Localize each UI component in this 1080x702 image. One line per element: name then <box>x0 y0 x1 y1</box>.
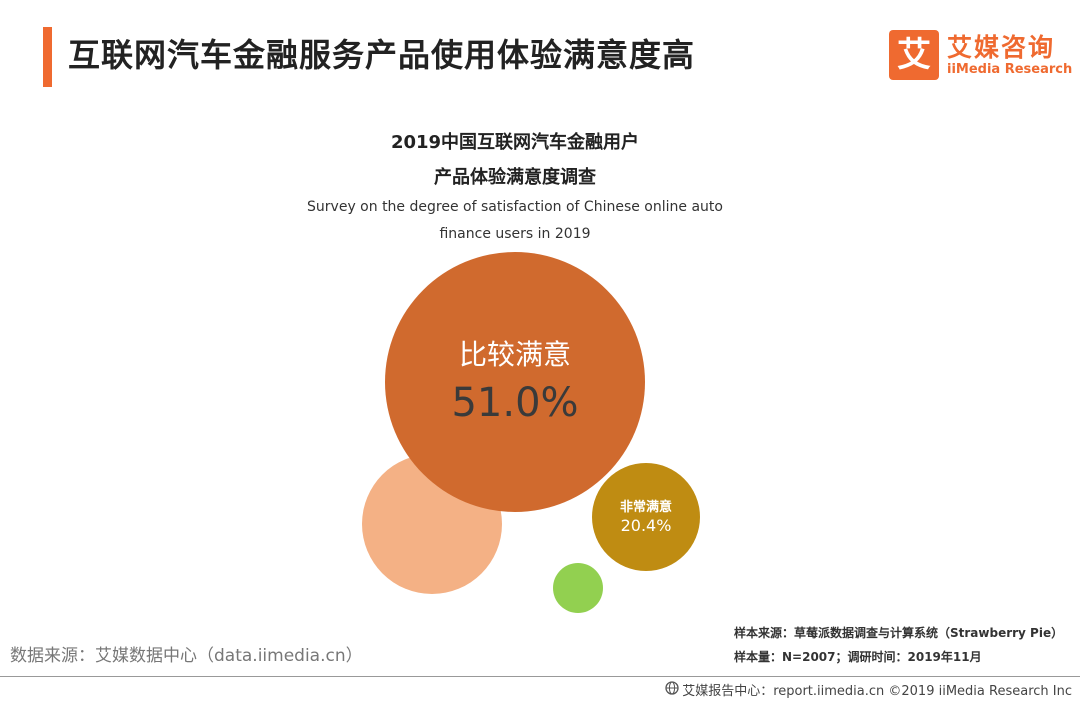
chart-subtitle-line-2: finance users in 2019 <box>439 226 591 242</box>
globe-icon <box>665 681 679 699</box>
title-accent-bar <box>43 27 52 87</box>
sample-source: 样本来源：草莓派数据调查与计算系统（Strawberry Pie） <box>734 626 1064 640</box>
data-source: 数据来源：艾媒数据中心（data.iimedia.cn） <box>10 646 363 666</box>
bubble-very-satisfied-label: 非常满意 <box>620 499 672 515</box>
footer-divider <box>0 676 1080 677</box>
chart-title-line-2: 产品体验满意度调查 <box>434 167 596 188</box>
logo-mark: 艾 <box>889 30 939 80</box>
sample-size: 样本量：N=2007；调研时间：2019年11月 <box>734 650 982 664</box>
bubble-very-satisfied <box>592 463 700 571</box>
logo-name-en: iiMedia Research <box>947 62 1073 77</box>
bubble-satisfied-label: 比较满意 <box>459 338 571 371</box>
logo-name-cn: 艾媒咨询 <box>947 33 1056 62</box>
logo: 艾 艾媒咨询 iiMedia Research <box>889 30 1073 82</box>
chart-title-line-1: 2019中国互联网汽车金融用户 <box>390 132 640 153</box>
bubble-other <box>553 563 603 613</box>
page-title: 互联网汽车金融服务产品使用体验满意度高 <box>68 36 696 74</box>
bubble-very-satisfied-value: 20.4% <box>621 516 672 535</box>
bubble-satisfied-value: 51.0% <box>451 380 578 426</box>
footer: 艾媒报告中心：report.iimedia.cn ©2019 iiMedia R… <box>665 680 1072 699</box>
chart-subtitle-line-1: Survey on the degree of satisfaction of … <box>307 199 723 215</box>
bubble-satisfied <box>385 252 645 512</box>
footer-text: 艾媒报告中心：report.iimedia.cn ©2019 iiMedia R… <box>682 684 1072 699</box>
